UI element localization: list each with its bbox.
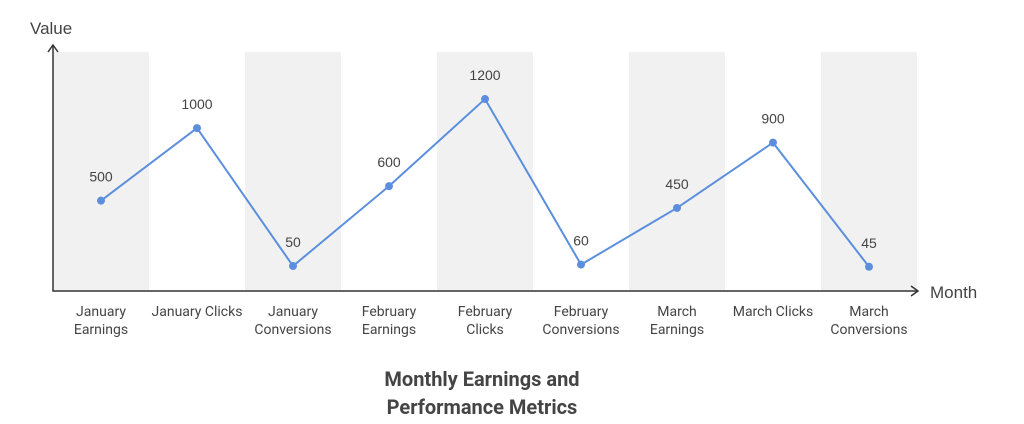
data-label: 600 bbox=[377, 154, 401, 170]
x-arrow bbox=[910, 285, 920, 297]
x-tick-label: January Earnings bbox=[73, 304, 129, 338]
bands bbox=[53, 52, 917, 291]
data-label: 50 bbox=[285, 234, 301, 250]
point bbox=[577, 260, 585, 269]
data-label: 500 bbox=[89, 169, 113, 185]
data-label: 45 bbox=[861, 235, 877, 251]
band bbox=[821, 52, 917, 291]
point bbox=[97, 196, 105, 205]
data-label: 60 bbox=[573, 233, 589, 249]
x-tick-label: March Clicks bbox=[732, 304, 814, 320]
chart-title: Monthly Earnings and Performance Metrics bbox=[384, 367, 580, 419]
x-tick-label: January Clicks bbox=[151, 304, 243, 320]
point bbox=[673, 203, 681, 212]
x-tick-label: March Earnings bbox=[649, 304, 705, 338]
band bbox=[245, 52, 341, 291]
x-axis-label: Month bbox=[930, 283, 977, 302]
x-tick-label: February Clicks bbox=[457, 304, 513, 338]
y-axis-label: Value bbox=[30, 19, 72, 38]
point bbox=[193, 124, 201, 133]
axes bbox=[52, 46, 917, 292]
point bbox=[481, 95, 489, 104]
band bbox=[437, 52, 533, 291]
band bbox=[53, 52, 149, 291]
point bbox=[865, 262, 873, 271]
x-tick-label: March Conversions bbox=[830, 304, 908, 338]
data-label: 450 bbox=[665, 176, 689, 192]
y-arrow bbox=[47, 43, 59, 53]
point bbox=[769, 138, 777, 147]
point bbox=[289, 262, 297, 271]
x-tick-label: January Conversions bbox=[254, 304, 332, 338]
x-tick-label: February Conversions bbox=[542, 304, 620, 338]
band bbox=[629, 52, 725, 291]
data-label: 1200 bbox=[469, 67, 500, 83]
data-label: 900 bbox=[761, 111, 785, 127]
x-tick-label: February Earnings bbox=[361, 304, 417, 338]
data-label: 1000 bbox=[181, 96, 212, 112]
point bbox=[385, 182, 393, 191]
